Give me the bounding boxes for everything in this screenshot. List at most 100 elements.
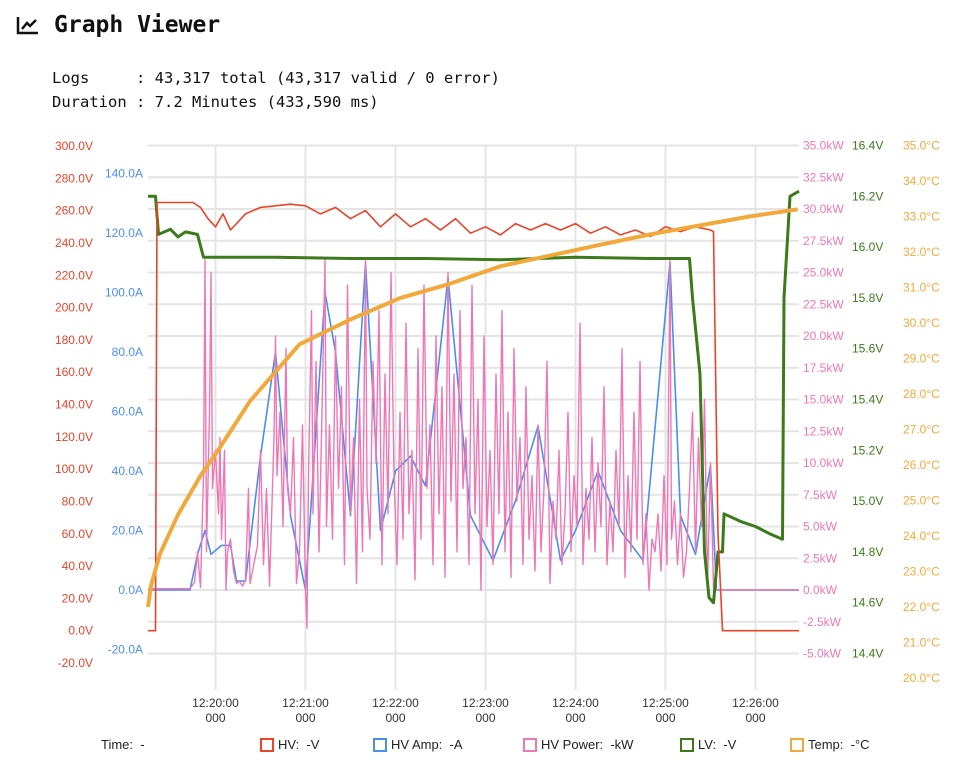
legend-label-hv-power: HV Power: -kW	[541, 737, 634, 752]
legend-item-hv-power[interactable]: HV Power: -kW	[523, 737, 633, 752]
legend: Time: - HV: -V HV Amp: -A HV Power: -kW …	[0, 737, 980, 757]
y-tick-label-lv: 15.2V	[852, 443, 883, 457]
y-tick-label-amp: 120.0A	[105, 226, 143, 240]
x-tick-sublabel: 000	[205, 711, 225, 725]
y-tick-label-temp: 34.0°C	[903, 174, 940, 188]
y-tick-label-hv: 0.0V	[68, 624, 93, 638]
legend-item-temp[interactable]: Temp: -°C	[790, 737, 870, 752]
y-tick-label-hv: 120.0V	[55, 430, 93, 444]
y-tick-label-kw: 25.0kW	[803, 266, 844, 280]
y-tick-label-hv: 220.0V	[55, 268, 93, 282]
x-tick-sublabel: 000	[745, 711, 765, 725]
y-tick-label-kw: 32.5kW	[803, 170, 844, 184]
y-tick-label-amp: 40.0A	[112, 464, 143, 478]
series-line-hv-power	[148, 259, 799, 629]
legend-item-lv[interactable]: LV: -V	[680, 737, 736, 752]
y-tick-label-temp: 23.0°C	[903, 565, 940, 579]
y-tick-label-hv: 160.0V	[55, 365, 93, 379]
x-tick-sublabel: 000	[385, 711, 405, 725]
y-tick-label-amp: 20.0A	[112, 524, 143, 538]
legend-item-hv[interactable]: HV: -V	[260, 737, 319, 752]
y-tick-label-kw: 15.0kW	[803, 393, 844, 407]
y-tick-label-kw: 2.5kW	[803, 551, 838, 565]
y-tick-label-amp: 100.0A	[105, 286, 143, 300]
x-tick-sublabel: 000	[565, 711, 585, 725]
y-tick-label-temp: 22.0°C	[903, 600, 940, 614]
y-tick-label-lv: 15.6V	[852, 342, 883, 356]
x-tick-label: 12:24:00	[552, 696, 599, 710]
log-summary: Logs : 43,317 total (43,317 valid / 0 er…	[52, 66, 500, 114]
y-tick-label-kw: 7.5kW	[803, 488, 838, 502]
y-tick-label-lv: 16.0V	[852, 240, 883, 254]
y-tick-label-amp: 80.0A	[112, 345, 143, 359]
x-tick-label: 12:20:00	[192, 696, 239, 710]
y-tick-label-hv: 80.0V	[62, 494, 93, 508]
multi-axis-line-chart: 12:20:0000012:21:0000012:22:0000012:23:0…	[55, 139, 940, 726]
y-tick-label-amp: 60.0A	[112, 405, 143, 419]
y-tick-label-hv: 60.0V	[62, 527, 93, 541]
x-tick-sublabel: 000	[295, 711, 315, 725]
series-line-temp	[146, 207, 798, 608]
y-tick-label-lv: 15.8V	[852, 291, 883, 305]
series-line-lv	[148, 189, 800, 605]
y-tick-label-amp: 140.0A	[105, 167, 143, 181]
y-tick-label-hv: 240.0V	[55, 236, 93, 250]
y-tick-label-hv: 300.0V	[55, 139, 93, 153]
y-tick-label-temp: 27.0°C	[903, 423, 940, 437]
y-tick-label-amp: -20.0A	[108, 643, 143, 657]
x-tick-label: 12:26:00	[732, 696, 779, 710]
y-tick-label-lv: 15.0V	[852, 494, 883, 508]
legend-time: Time: -	[101, 737, 145, 752]
y-tick-label-temp: 21.0°C	[903, 636, 940, 650]
y-tick-label-temp: 30.0°C	[903, 316, 940, 330]
y-tick-label-hv: -20.0V	[58, 656, 93, 670]
y-tick-label-temp: 33.0°C	[903, 210, 940, 224]
legend-item-hv-amp[interactable]: HV Amp: -A	[373, 737, 463, 752]
legend-label-lv: LV: -V	[698, 737, 737, 752]
y-tick-label-temp: 31.0°C	[903, 281, 940, 295]
y-tick-label-kw: 35.0kW	[803, 139, 844, 153]
y-tick-label-temp: 25.0°C	[903, 494, 940, 508]
duration-line: Duration : 7.2 Minutes (433,590 ms)	[52, 93, 379, 111]
legend-swatch-temp	[790, 737, 804, 752]
page-header: Graph Viewer	[16, 12, 220, 38]
legend-swatch-hv-amp	[373, 737, 387, 752]
y-tick-label-kw: 22.5kW	[803, 297, 844, 311]
logs-line: Logs : 43,317 total (43,317 valid / 0 er…	[52, 69, 500, 87]
y-tick-label-hv: 140.0V	[55, 398, 93, 412]
y-tick-label-temp: 28.0°C	[903, 387, 940, 401]
legend-swatch-hv	[260, 737, 274, 752]
y-tick-label-kw: 12.5kW	[803, 424, 844, 438]
y-tick-label-lv: 14.4V	[852, 647, 883, 661]
y-tick-label-temp: 35.0°C	[903, 139, 940, 153]
y-tick-label-hv: 260.0V	[55, 204, 93, 218]
y-tick-label-kw: 27.5kW	[803, 234, 844, 248]
y-tick-label-kw: 30.0kW	[803, 202, 844, 216]
y-tick-label-lv: 14.8V	[852, 545, 883, 559]
y-tick-label-kw: -2.5kW	[803, 615, 842, 629]
y-tick-label-kw: 0.0kW	[803, 583, 838, 597]
y-tick-label-amp: 0.0A	[118, 583, 143, 597]
y-tick-label-kw: 17.5kW	[803, 361, 844, 375]
series-line-hv	[148, 201, 799, 632]
x-tick-label: 12:22:00	[372, 696, 419, 710]
legend-label-temp: Temp: -°C	[808, 737, 870, 752]
x-tick-label: 12:21:00	[282, 696, 329, 710]
y-tick-label-hv: 100.0V	[55, 462, 93, 476]
y-tick-label-lv: 16.4V	[852, 139, 883, 153]
y-tick-label-kw: 5.0kW	[803, 520, 838, 534]
y-tick-label-temp: 26.0°C	[903, 458, 940, 472]
y-tick-label-kw: 20.0kW	[803, 329, 844, 343]
y-tick-label-temp: 24.0°C	[903, 529, 940, 543]
y-tick-label-hv: 180.0V	[55, 333, 93, 347]
legend-swatch-hv-power	[523, 737, 537, 752]
y-tick-label-lv: 14.6V	[852, 596, 883, 610]
x-tick-sublabel: 000	[655, 711, 675, 725]
page-title: Graph Viewer	[54, 12, 221, 38]
y-tick-label-hv: 20.0V	[62, 591, 93, 605]
legend-label-hv-amp: HV Amp: -A	[391, 737, 463, 752]
x-tick-sublabel: 000	[475, 711, 495, 725]
x-tick-label: 12:25:00	[642, 696, 689, 710]
y-tick-label-temp: 32.0°C	[903, 245, 940, 259]
y-tick-label-kw: -5.0kW	[803, 647, 842, 661]
